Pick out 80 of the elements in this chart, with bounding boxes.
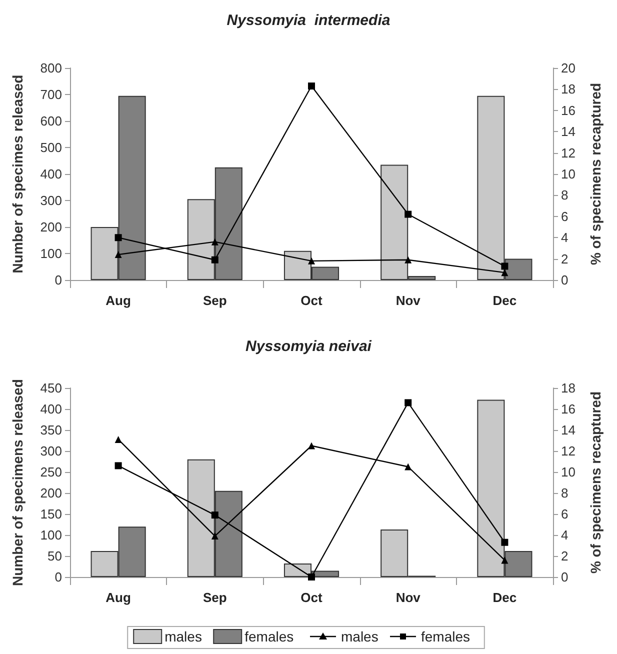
- y2-axis-title: % of specimens recaptured: [588, 391, 604, 574]
- y-tick-label: 200: [40, 220, 62, 234]
- point: [308, 442, 315, 450]
- point: [114, 462, 122, 470]
- point: [404, 256, 412, 264]
- x-tick-label: Oct: [300, 293, 324, 308]
- point: [501, 262, 508, 270]
- point: [211, 532, 218, 540]
- point: [501, 556, 508, 564]
- y2-tick-label: 6: [561, 208, 568, 224]
- y2-tick-label: 0: [561, 272, 568, 288]
- point: [114, 251, 122, 258]
- x-tick-label: Sep: [202, 293, 227, 308]
- x-tick-label: Nov: [396, 590, 422, 605]
- y-tick-label: 500: [40, 140, 62, 155]
- y-tick-label: 600: [40, 114, 62, 128]
- y2-tick-label: 12: [561, 444, 576, 458]
- y-tick-label: 300: [40, 444, 62, 458]
- y2-tick-label: 14: [561, 422, 576, 438]
- legend-label: males: [164, 628, 202, 644]
- x-tick-label: Dec: [492, 293, 517, 308]
- legend-label: females: [421, 628, 470, 644]
- y-tick-label: 250: [40, 464, 62, 480]
- y2-tick-label: 10: [561, 166, 576, 182]
- point: [501, 269, 508, 276]
- y-tick-label: 400: [40, 402, 62, 416]
- y2-tick-label: 12: [561, 145, 576, 160]
- point: [211, 256, 218, 264]
- point: [211, 512, 218, 519]
- point: [114, 436, 122, 443]
- chart-title: Nyssomyia neivai: [246, 338, 372, 355]
- y-tick-label: 300: [40, 193, 62, 208]
- y-tick-label: 350: [40, 422, 62, 438]
- legend-label: females: [244, 628, 294, 644]
- x-tick-label: Dec: [492, 590, 517, 605]
- y-tick-label: 100: [40, 246, 62, 261]
- y2-tick-label: 8: [561, 188, 568, 203]
- y-tick-label: 450: [40, 380, 62, 396]
- point: [308, 574, 315, 580]
- y2-tick-label: 10: [561, 464, 576, 480]
- y2-tick-label: 14: [561, 124, 576, 140]
- point: [404, 399, 412, 406]
- point: [404, 463, 412, 470]
- x-tick-label: Nov: [396, 293, 422, 308]
- point: [211, 238, 218, 246]
- y2-tick-label: 4: [561, 528, 568, 542]
- y-tick-label: 100: [40, 528, 62, 542]
- y-tick-label: 400: [40, 166, 62, 182]
- x-tick-label: Oct: [300, 590, 324, 605]
- y-tick-label: 150: [40, 506, 62, 522]
- y2-tick-label: 16: [561, 402, 576, 416]
- y2-tick-label: 4: [561, 230, 568, 246]
- y-tick-label: 50: [48, 548, 62, 564]
- y-axis-title: Number of specimens released: [10, 379, 26, 586]
- y2-tick-label: 2: [561, 548, 568, 564]
- x-tick-label: Aug: [106, 293, 131, 308]
- y2-tick-label: 16: [561, 102, 576, 118]
- legend-label: males: [341, 628, 378, 644]
- y-tick-label: 700: [40, 87, 62, 102]
- point: [501, 538, 508, 546]
- y2-tick-label: 0: [561, 570, 568, 584]
- y2-tick-label: 2: [561, 251, 568, 266]
- x-tick-label: Aug: [106, 590, 131, 605]
- point: [114, 234, 122, 242]
- y2-tick-label: 8: [561, 486, 568, 500]
- point: [308, 257, 315, 264]
- y2-tick-label: 18: [561, 82, 576, 97]
- y2-tick-label: 20: [561, 60, 576, 76]
- chart-title: Nyssomyia intermedia: [226, 12, 390, 29]
- y2-tick-label: 18: [561, 380, 576, 396]
- point: [404, 210, 412, 218]
- x-tick-label: Sep: [202, 590, 227, 605]
- y-tick-label: 0: [54, 570, 62, 584]
- point: [308, 82, 315, 90]
- y-tick-label: 0: [54, 272, 62, 288]
- y-tick-label: 800: [40, 60, 62, 76]
- y2-axis-title: % of specimens recaptured: [588, 82, 604, 266]
- y-tick-label: 200: [40, 486, 62, 500]
- y-axis-title: Number of specimes released: [10, 74, 26, 274]
- y2-tick-label: 6: [561, 506, 568, 522]
